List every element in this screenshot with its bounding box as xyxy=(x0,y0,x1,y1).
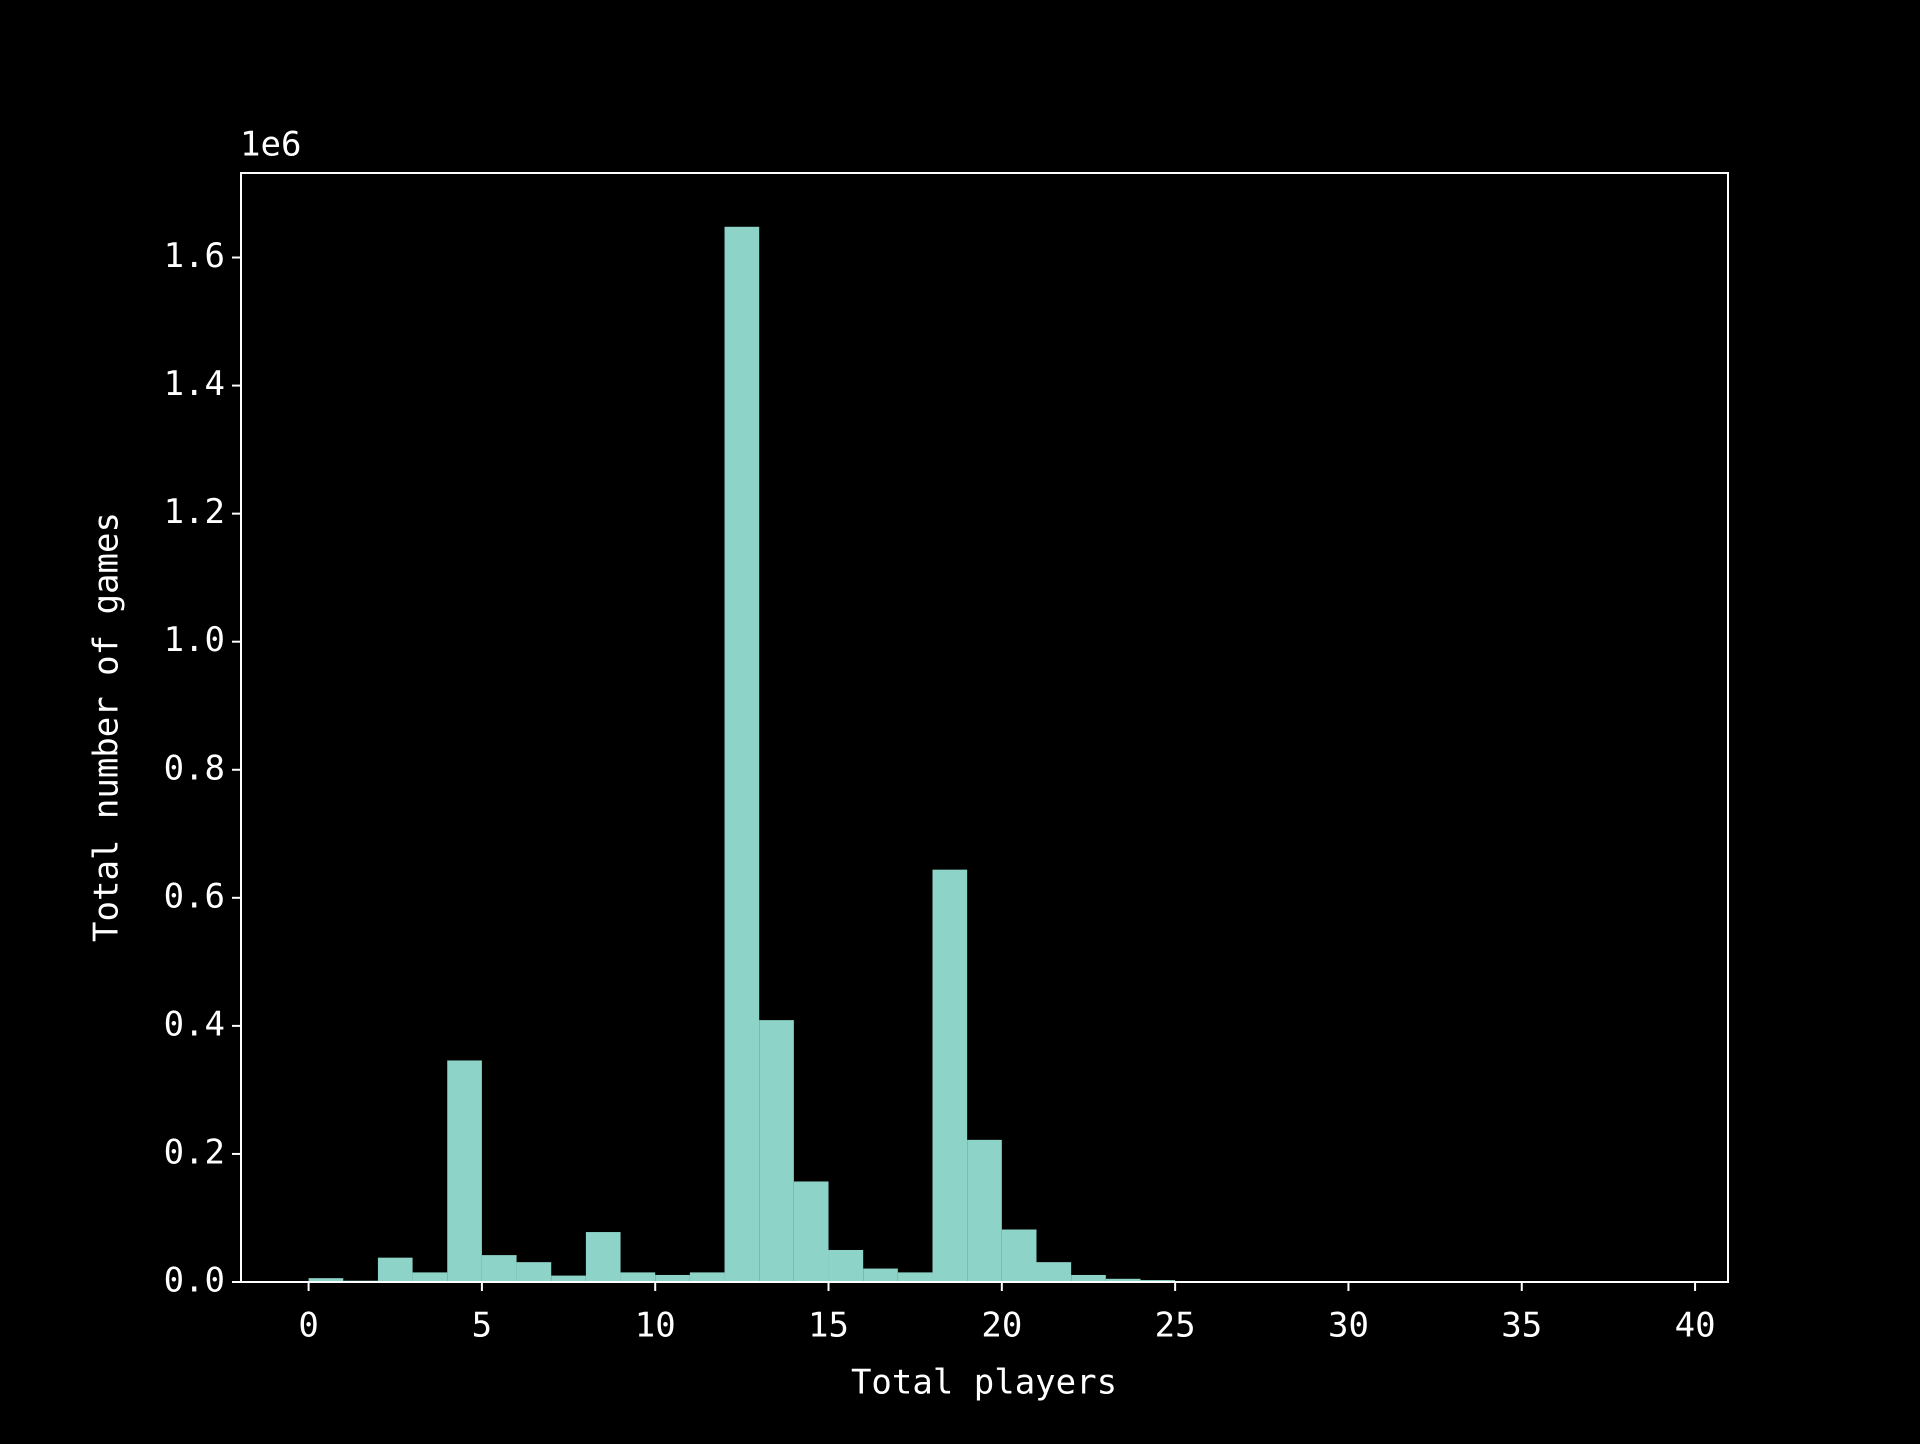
bar xyxy=(932,869,968,1282)
bar xyxy=(1036,1262,1072,1282)
y-tick-label: 0.4 xyxy=(164,1004,225,1044)
bar xyxy=(897,1272,933,1282)
bar xyxy=(481,1255,517,1282)
bar xyxy=(585,1232,621,1282)
y-tick-label: 0.8 xyxy=(164,748,225,788)
bar xyxy=(516,1262,552,1282)
y-tick-label: 1.0 xyxy=(164,620,225,660)
bar xyxy=(1105,1278,1141,1282)
bar xyxy=(377,1257,413,1282)
y-tick-label: 0.6 xyxy=(164,876,225,916)
x-tick-label: 35 xyxy=(1501,1306,1542,1346)
x-axis-label: Total players xyxy=(851,1363,1117,1403)
bar xyxy=(863,1268,898,1282)
bar xyxy=(967,1139,1002,1282)
y-tick-label: 1.2 xyxy=(164,492,225,532)
x-tick-label: 10 xyxy=(635,1306,676,1346)
x-tick-label: 20 xyxy=(981,1306,1022,1346)
bar xyxy=(828,1249,864,1282)
x-tick-label: 30 xyxy=(1328,1306,1369,1346)
bar xyxy=(793,1181,829,1282)
y-tick-label: 1.6 xyxy=(164,236,225,276)
x-tick-label: 25 xyxy=(1155,1306,1196,1346)
bar xyxy=(447,1060,482,1282)
y-tick-label: 1.4 xyxy=(164,364,225,404)
bar xyxy=(620,1272,656,1282)
x-tick-label: 5 xyxy=(472,1306,492,1346)
bar xyxy=(1071,1274,1106,1282)
y-tick-label: 0.0 xyxy=(164,1261,225,1301)
axes-frame xyxy=(240,172,1729,1283)
y-tick-label: 0.2 xyxy=(164,1132,225,1172)
bar xyxy=(551,1275,586,1282)
x-tick-label: 0 xyxy=(298,1306,318,1346)
bar xyxy=(412,1272,448,1282)
bar xyxy=(759,1020,794,1282)
bar xyxy=(689,1272,725,1282)
bar xyxy=(308,1278,344,1282)
y-axis-label: Total number of games xyxy=(87,512,127,942)
bar xyxy=(1001,1229,1037,1282)
bar xyxy=(724,226,760,1283)
x-tick-label: 15 xyxy=(808,1306,849,1346)
y-offset-label: 1e6 xyxy=(240,125,301,165)
bar xyxy=(655,1274,690,1282)
x-tick-label: 40 xyxy=(1675,1306,1716,1346)
